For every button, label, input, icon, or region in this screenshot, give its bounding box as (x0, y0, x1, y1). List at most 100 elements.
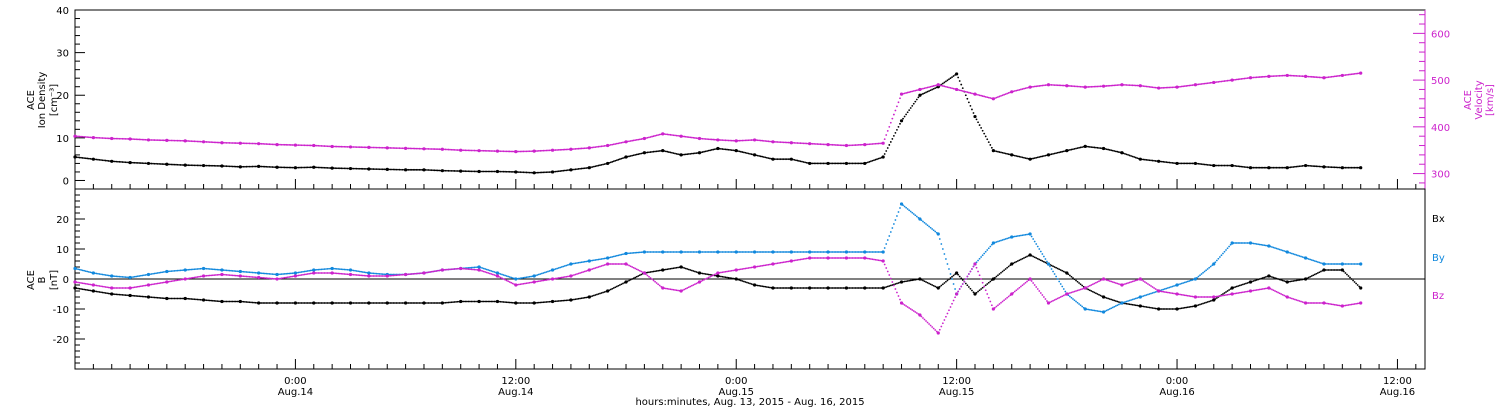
trace-dot (1160, 86, 1163, 89)
trace-dot (1254, 166, 1257, 169)
trace-dot (713, 138, 716, 141)
trace-dot (787, 158, 790, 161)
trace-dot (1352, 166, 1354, 169)
trace-dot (1269, 275, 1272, 278)
trace-dot (410, 302, 413, 304)
trace-dot (100, 273, 102, 276)
trace-dot (1295, 254, 1298, 256)
trace-dot (470, 149, 473, 152)
trace-dot (866, 251, 869, 253)
trace-dot (660, 269, 663, 272)
trace-dot (594, 165, 597, 168)
trace-dot (571, 298, 574, 301)
trace-dot (488, 272, 491, 275)
trace-dot (175, 279, 177, 282)
trace-dot (1122, 283, 1125, 286)
trace-dot (461, 300, 464, 303)
trace-dot (1165, 291, 1168, 294)
trace-dot (1248, 166, 1250, 169)
data-point (146, 283, 151, 287)
trace-dot (776, 287, 779, 289)
trace-dot (132, 286, 135, 289)
trace-dot (1113, 84, 1116, 87)
trace-dot (456, 149, 459, 151)
trace-dot (442, 301, 445, 304)
density-tick-label: 0 (63, 176, 69, 187)
trace-dot (271, 302, 274, 304)
trace-dot (280, 302, 283, 304)
trace-dot (543, 171, 546, 174)
trace-dot (130, 138, 133, 140)
trace-dot (778, 287, 780, 289)
data-point (1359, 286, 1363, 290)
trace-dot (637, 138, 640, 141)
trace-dot (874, 158, 877, 161)
trace-dot (190, 164, 193, 167)
data-point (495, 299, 500, 304)
trace-dot (1356, 302, 1359, 305)
trace-dot (649, 136, 652, 138)
trace-dot (100, 159, 102, 161)
trace-dot (233, 274, 236, 277)
trace-dot (1199, 83, 1201, 86)
trace-dot (727, 251, 730, 253)
data-point (955, 292, 959, 296)
trace-dot (681, 289, 684, 292)
trace-dot (1220, 254, 1223, 257)
trace-dot (602, 257, 604, 260)
trace-dot (785, 141, 788, 144)
trace-dot (929, 226, 932, 229)
trace-dot (1168, 161, 1171, 164)
trace-dot (279, 277, 282, 280)
trace-dot (666, 133, 669, 136)
trace-dot (1349, 276, 1351, 279)
trace-dot (282, 166, 285, 169)
trace-dot (216, 268, 219, 271)
trace-dot (1085, 86, 1088, 88)
trace-dot (860, 162, 863, 165)
data-point (1359, 301, 1363, 305)
trace-dot (775, 287, 777, 289)
trace-dot (1228, 164, 1230, 167)
trace-dot (167, 280, 170, 283)
data-point (275, 301, 279, 305)
data-point (734, 268, 738, 272)
trace-dot (263, 143, 266, 145)
trace-dot (615, 263, 618, 265)
trace-dot (101, 285, 104, 288)
trace-dot (420, 272, 422, 275)
trace-dot (671, 267, 673, 270)
trace-dot (83, 288, 86, 291)
trace-dot (369, 275, 372, 277)
trace-dot (1021, 284, 1024, 287)
trace-dot (1295, 279, 1298, 282)
trace-dot (667, 251, 670, 253)
trace-dot (920, 315, 923, 318)
trace-dot (462, 149, 465, 152)
trace-dot (609, 161, 612, 164)
trace-dot (741, 151, 744, 153)
trace-dot (1355, 282, 1358, 285)
trace-dot (1174, 292, 1177, 295)
trace-dot (420, 168, 422, 171)
trace-dot (141, 162, 144, 165)
trace-dot (243, 142, 246, 145)
trace-dot (1061, 285, 1064, 288)
trace-dot (352, 273, 355, 276)
trace-dot (810, 162, 813, 165)
trace-dot (164, 270, 167, 273)
trace-dot (909, 210, 912, 213)
trace-dot (1281, 249, 1284, 252)
trace-dot (1263, 166, 1266, 169)
trace-dot (1347, 73, 1350, 76)
trace-dot (877, 142, 880, 145)
trace-dot (98, 291, 101, 293)
data-point (422, 147, 426, 151)
trace-dot (164, 139, 167, 142)
trace-dot (586, 296, 589, 299)
trace-dot (1098, 280, 1100, 283)
trace-dot (742, 139, 745, 142)
trace-dot (251, 142, 254, 145)
trace-dot (1228, 245, 1230, 248)
trace-dot (488, 150, 491, 152)
